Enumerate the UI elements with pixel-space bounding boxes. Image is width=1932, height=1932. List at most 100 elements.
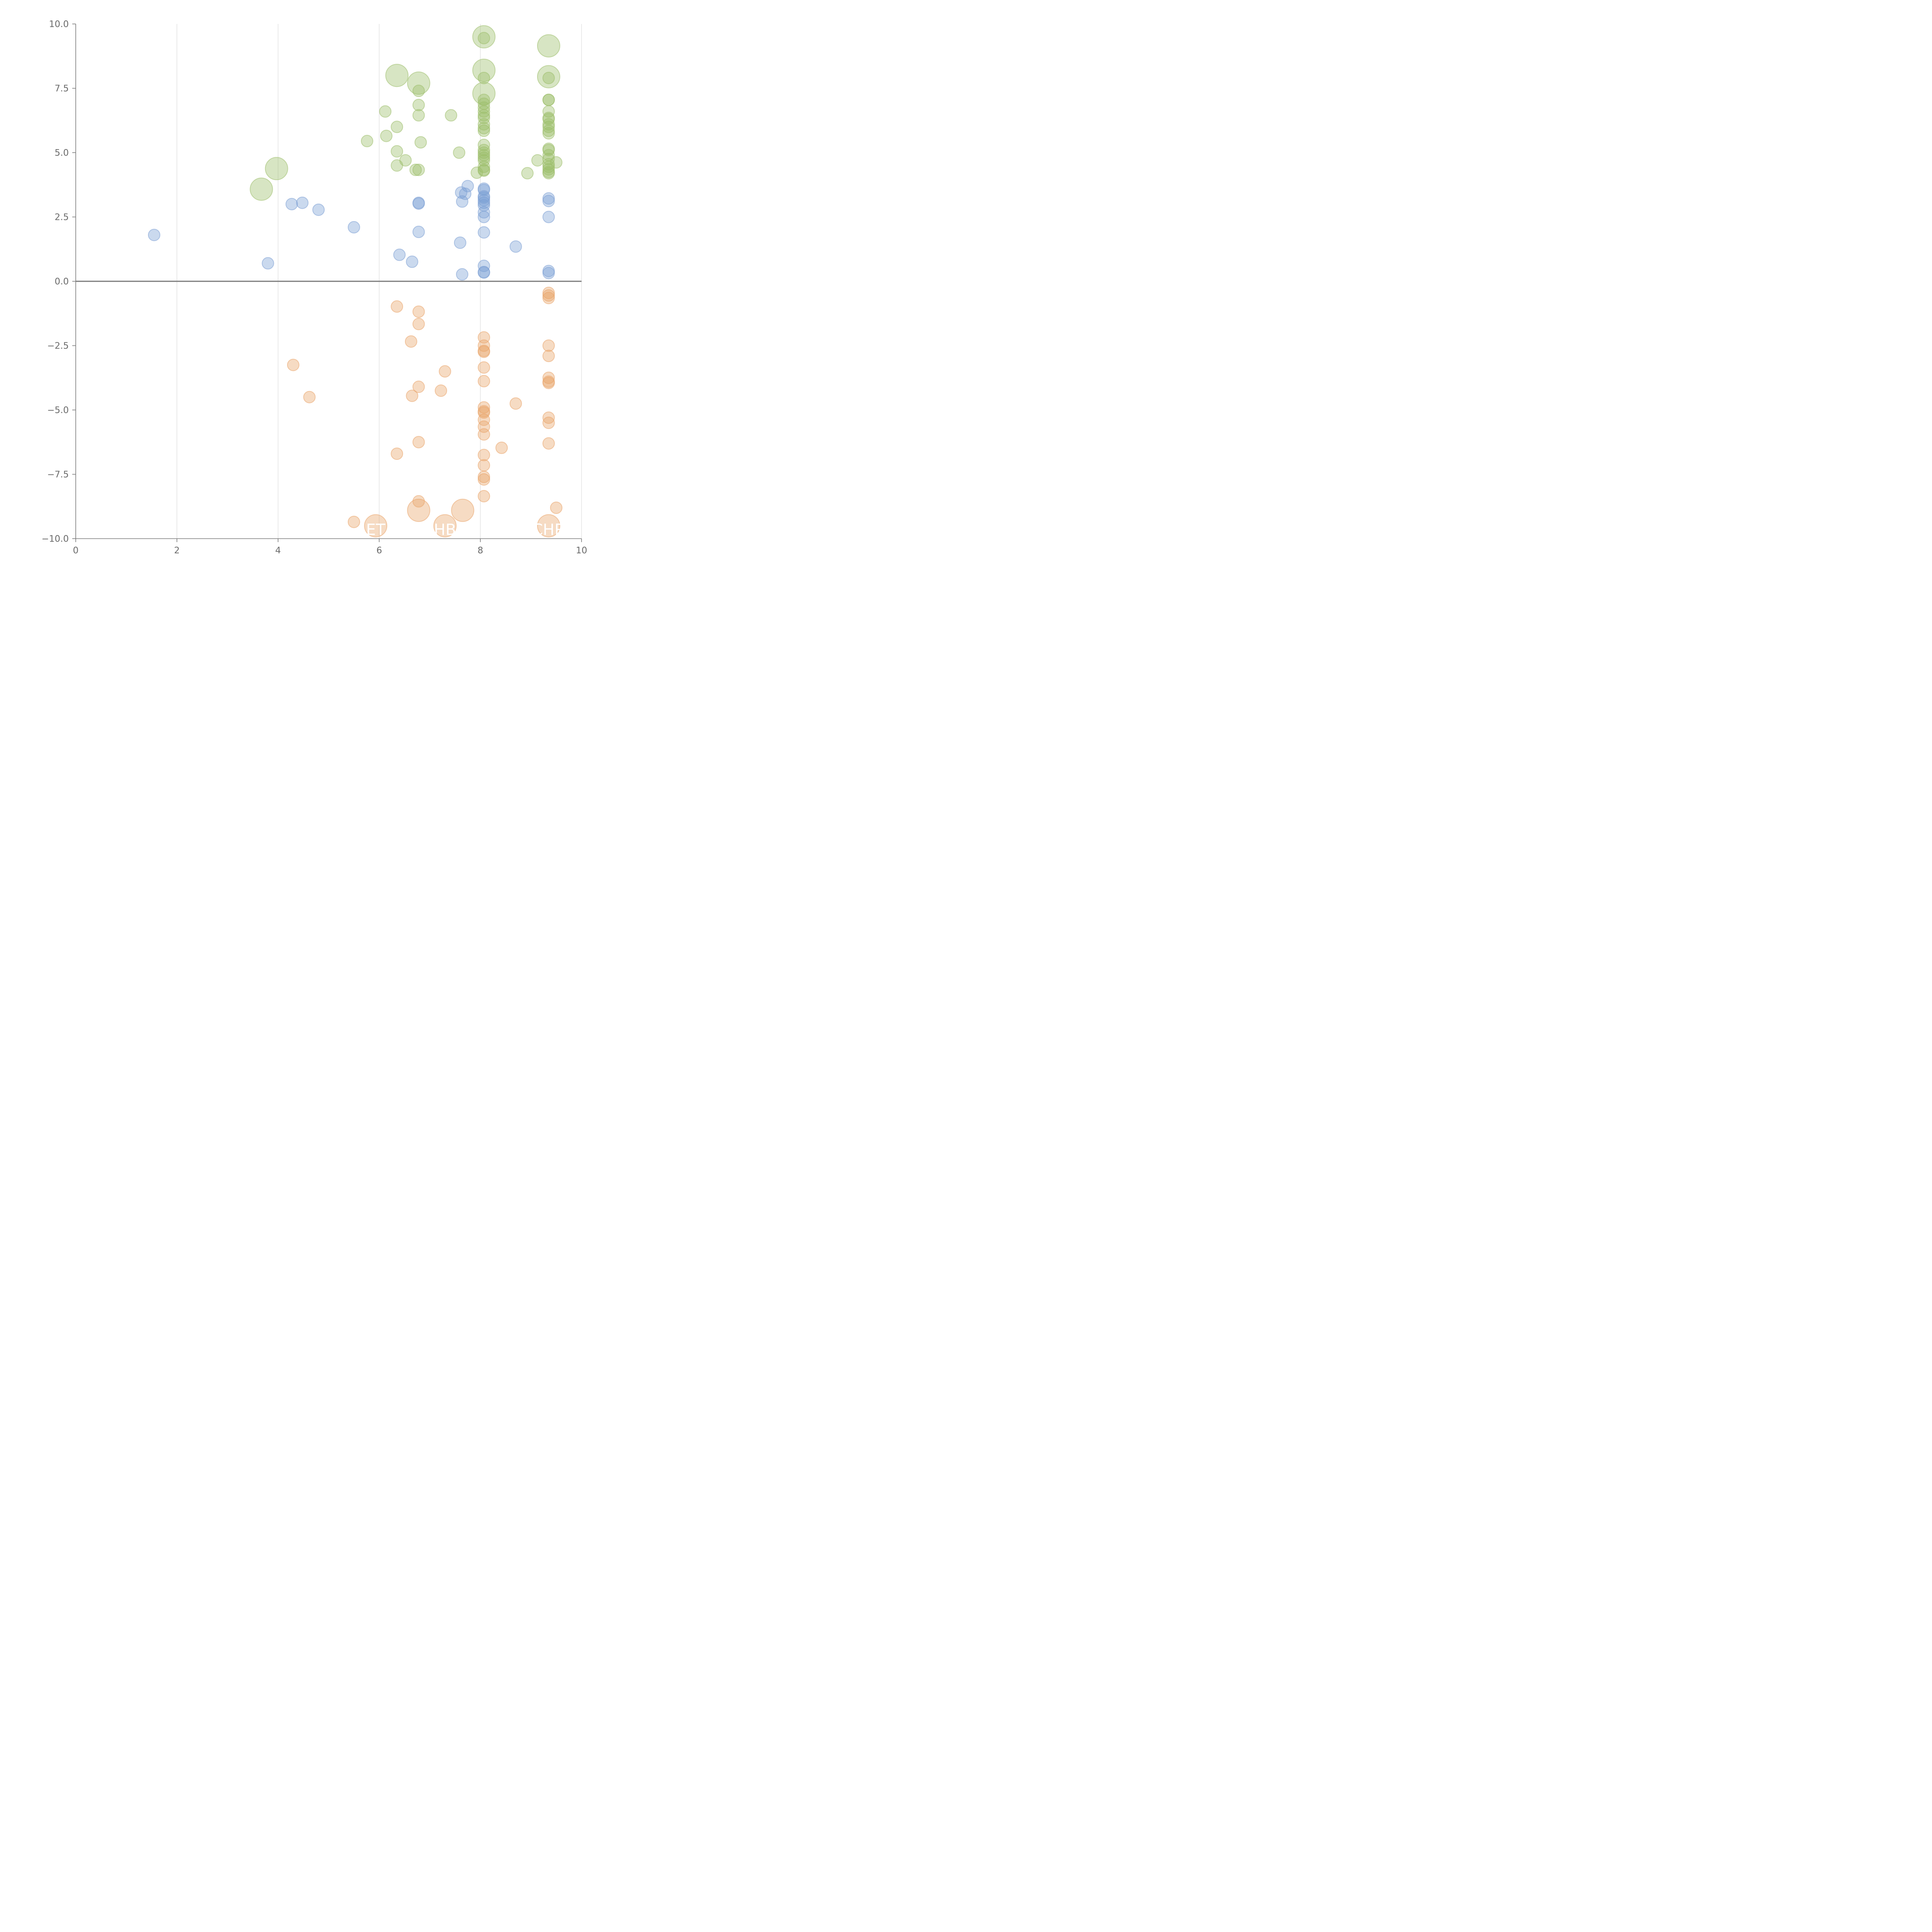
y-tick-label: 5.0 (54, 148, 69, 158)
data-point (542, 163, 555, 176)
data-point (456, 195, 469, 208)
data-point (412, 381, 425, 393)
data-point (412, 495, 425, 508)
y-tick-label: 7.5 (54, 84, 69, 94)
bubble-label: CHR (532, 521, 565, 539)
data-point (471, 166, 483, 179)
data-point (391, 145, 403, 158)
data-point (542, 71, 555, 84)
series-2 (287, 286, 563, 537)
data-point (478, 406, 490, 419)
data-point (380, 129, 393, 142)
data-point (478, 122, 490, 134)
data-point (550, 156, 563, 169)
data-point (454, 236, 466, 249)
data-point (478, 32, 490, 44)
data-point (439, 365, 451, 378)
data-point (542, 286, 555, 299)
data-point (542, 94, 555, 106)
data-point (542, 192, 555, 205)
y-tick-label: 0.0 (54, 277, 69, 287)
data-point (478, 194, 490, 207)
data-point (364, 514, 388, 537)
data-point (391, 300, 403, 313)
data-point (478, 471, 490, 483)
data-point (406, 255, 418, 268)
data-point (542, 437, 555, 450)
data-point (478, 124, 490, 137)
x-tick-label: 4 (275, 546, 281, 556)
data-point (456, 268, 469, 281)
y-axis-ticks: 10.0 7.5 5.0 2.5 0.0 −2.5 −5.0 −7.5 −10.0 (42, 19, 76, 544)
x-tick-label: 2 (174, 546, 180, 556)
data-point (478, 266, 490, 279)
data-point (521, 167, 534, 180)
data-point (478, 459, 490, 472)
y-tick-label: 2.5 (54, 213, 69, 223)
data-point (347, 515, 360, 528)
data-point (537, 65, 560, 88)
data-point (433, 514, 457, 537)
data-point (478, 112, 490, 124)
data-point (542, 292, 555, 304)
data-point (412, 226, 425, 238)
data-point (472, 25, 496, 49)
x-tick-label: 10 (576, 546, 587, 556)
data-point (379, 105, 392, 118)
x-tick-label: 0 (73, 546, 79, 556)
data-point (542, 377, 555, 389)
data-point (412, 436, 425, 449)
data-point (265, 157, 288, 180)
data-point (542, 121, 555, 133)
data-point (542, 371, 555, 384)
series-0 (250, 25, 563, 201)
data-points (148, 25, 563, 537)
data-point (393, 248, 406, 261)
data-point (478, 345, 490, 358)
x-tick-label: 8 (478, 546, 483, 556)
data-point (412, 163, 425, 176)
data-point (478, 428, 490, 441)
y-tick-label: −5.0 (47, 405, 69, 415)
scatter-chart: 0 2 4 6 8 10 10.0 7.5 5.0 2.5 0.0 −2.5 −5.0 −7.5 −10.… (42, 19, 587, 556)
data-point (405, 335, 417, 348)
data-point (412, 99, 425, 111)
data-point (542, 118, 555, 131)
data-point (542, 144, 555, 156)
y-tick-label: 10.0 (49, 19, 69, 29)
data-point (478, 118, 490, 131)
data-point (478, 206, 490, 219)
data-point (478, 226, 490, 239)
bubble-label: ET (366, 521, 385, 539)
data-point (478, 211, 490, 223)
data-point (542, 167, 555, 180)
data-point (391, 447, 403, 460)
data-point (459, 187, 471, 200)
data-point (542, 127, 555, 140)
data-point (461, 180, 474, 192)
data-point (285, 198, 298, 211)
data-point (509, 240, 522, 253)
data-point (478, 105, 490, 118)
data-point (478, 196, 490, 209)
data-point (435, 384, 447, 397)
data-point (445, 109, 457, 122)
data-point (287, 359, 299, 371)
data-point (412, 197, 425, 210)
y-tick-label: −7.5 (47, 470, 69, 480)
data-point (412, 85, 425, 97)
data-point (412, 305, 425, 318)
data-point (542, 339, 555, 352)
data-point (262, 257, 274, 270)
data-point (542, 211, 555, 223)
data-point (478, 71, 490, 84)
data-point (478, 401, 490, 414)
data-point (407, 498, 430, 522)
data-point (542, 160, 555, 173)
data-point (509, 397, 522, 410)
data-point (478, 151, 490, 164)
data-point (391, 159, 403, 172)
data-point (550, 502, 563, 514)
data-point (478, 473, 490, 486)
data-point (478, 154, 490, 167)
